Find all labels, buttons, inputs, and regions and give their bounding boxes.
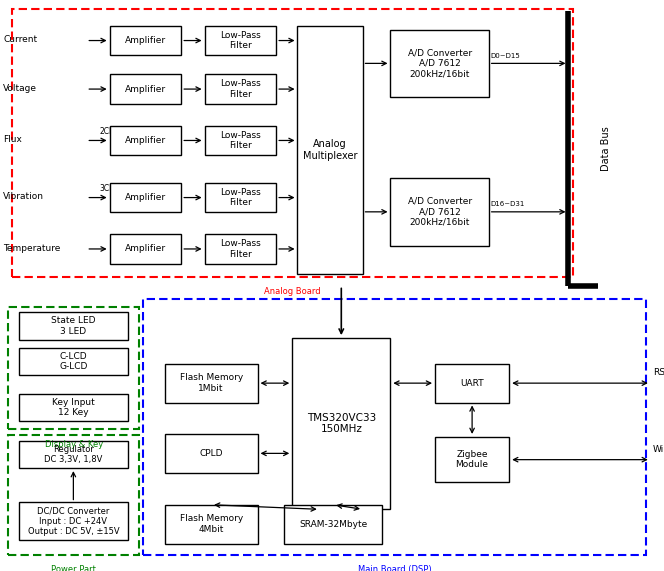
FancyBboxPatch shape (110, 126, 181, 155)
FancyBboxPatch shape (19, 502, 128, 540)
FancyBboxPatch shape (110, 26, 181, 55)
FancyBboxPatch shape (165, 434, 258, 473)
Text: A/D Converter
A/D 7612
200kHz/16bit: A/D Converter A/D 7612 200kHz/16bit (408, 49, 471, 78)
FancyBboxPatch shape (19, 348, 128, 375)
Text: Analog
Multiplexer: Analog Multiplexer (303, 139, 357, 160)
Text: 2Ch: 2Ch (100, 127, 114, 136)
Text: Amplifier: Amplifier (125, 244, 166, 254)
Text: Amplifier: Amplifier (125, 193, 166, 202)
FancyBboxPatch shape (297, 26, 363, 274)
FancyBboxPatch shape (205, 183, 276, 212)
Text: Display & Key: Display & Key (44, 440, 103, 449)
FancyBboxPatch shape (205, 26, 276, 55)
FancyBboxPatch shape (19, 394, 128, 421)
FancyBboxPatch shape (205, 126, 276, 155)
Text: C-LCD
G-LCD: C-LCD G-LCD (59, 352, 88, 371)
Text: Wireless: Wireless (653, 445, 664, 454)
FancyBboxPatch shape (165, 364, 258, 403)
Text: Low-Pass
Filter: Low-Pass Filter (220, 188, 261, 207)
FancyBboxPatch shape (165, 505, 258, 544)
Text: Key Input
12 Key: Key Input 12 Key (52, 398, 95, 417)
Text: Amplifier: Amplifier (125, 36, 166, 45)
FancyBboxPatch shape (110, 234, 181, 264)
FancyBboxPatch shape (292, 338, 390, 509)
Text: Low-Pass
Filter: Low-Pass Filter (220, 31, 261, 50)
FancyBboxPatch shape (205, 234, 276, 264)
Text: Flux: Flux (3, 135, 22, 144)
Text: Low-Pass
Filter: Low-Pass Filter (220, 131, 261, 150)
FancyBboxPatch shape (390, 178, 489, 246)
Text: Amplifier: Amplifier (125, 85, 166, 94)
FancyBboxPatch shape (435, 437, 509, 482)
Text: D16~D31: D16~D31 (490, 201, 525, 207)
Text: Analog Board: Analog Board (264, 287, 321, 296)
Text: DC/DC Converter
Input : DC +24V
Output : DC 5V, ±15V: DC/DC Converter Input : DC +24V Output :… (28, 506, 119, 536)
Text: A/D Converter
A/D 7612
200kHz/16bit: A/D Converter A/D 7612 200kHz/16bit (408, 197, 471, 227)
FancyBboxPatch shape (110, 74, 181, 104)
Text: Main Board (DSP): Main Board (DSP) (358, 565, 431, 571)
Text: 3Ch: 3Ch (100, 184, 115, 193)
Text: SRAM-32Mbyte: SRAM-32Mbyte (299, 520, 367, 529)
Text: Low-Pass
Filter: Low-Pass Filter (220, 239, 261, 259)
FancyBboxPatch shape (110, 183, 181, 212)
FancyBboxPatch shape (19, 312, 128, 340)
Text: State LED
3 LED: State LED 3 LED (51, 316, 96, 336)
Text: UART: UART (460, 379, 484, 388)
Text: CPLD: CPLD (199, 449, 223, 458)
Text: Vibration: Vibration (3, 192, 44, 202)
Text: Current: Current (3, 35, 37, 45)
Text: Temperature: Temperature (3, 244, 60, 253)
Text: Flash Memory
1Mbit: Flash Memory 1Mbit (179, 373, 243, 393)
Text: Flash Memory
4Mbit: Flash Memory 4Mbit (179, 514, 243, 534)
Text: Power Part: Power Part (51, 565, 96, 571)
FancyBboxPatch shape (284, 505, 382, 544)
Text: RS-232: RS-232 (653, 368, 664, 377)
Text: Regulator
DC 3,3V, 1,8V: Regulator DC 3,3V, 1,8V (44, 445, 102, 464)
Text: Low-Pass
Filter: Low-Pass Filter (220, 79, 261, 99)
FancyBboxPatch shape (205, 74, 276, 104)
FancyBboxPatch shape (390, 30, 489, 97)
Text: D0~D15: D0~D15 (490, 53, 520, 59)
FancyBboxPatch shape (435, 364, 509, 403)
Text: Amplifier: Amplifier (125, 136, 166, 145)
FancyBboxPatch shape (19, 441, 128, 468)
Text: TMS320VC33
150MHz: TMS320VC33 150MHz (307, 413, 376, 435)
Text: Zigbee
Module: Zigbee Module (456, 450, 489, 469)
Text: Voltage: Voltage (3, 84, 37, 93)
Text: Data Bus: Data Bus (601, 126, 611, 171)
